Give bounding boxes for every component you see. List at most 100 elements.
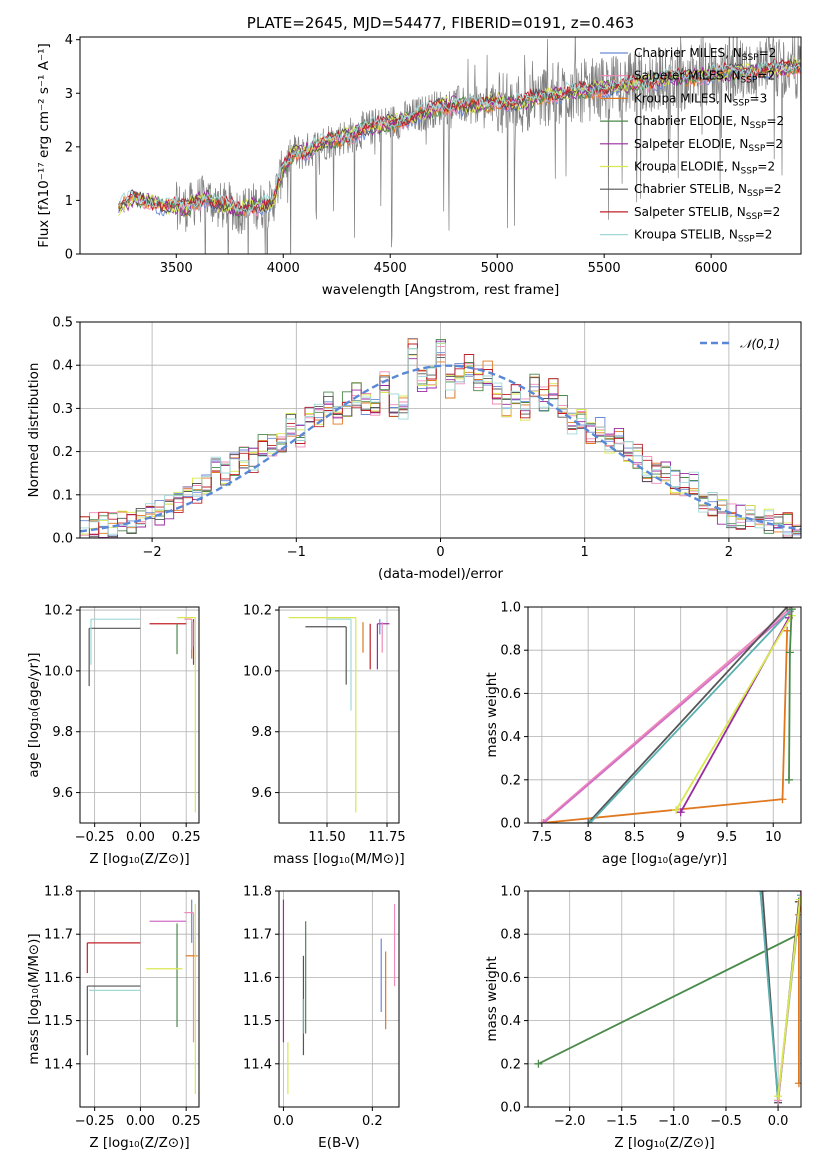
- legend-label: Chabrier MILES, NSSP=2: [634, 46, 776, 63]
- plot-area-weight_vs_age: [528, 607, 801, 823]
- plot-area-mass_vs_ebv: [279, 891, 399, 1107]
- y-tick-label: 9.6: [251, 786, 272, 801]
- y-tick-label: 11.7: [243, 928, 272, 943]
- y-tick-label: 11.5: [243, 1014, 272, 1029]
- x-tick-label: 9: [677, 830, 685, 845]
- model-spectrum: [118, 57, 801, 214]
- x-tick-label: 2: [725, 545, 733, 560]
- y-tick-label: 0: [65, 248, 73, 263]
- axes-frame: [278, 890, 400, 1108]
- plot-area-age_vs_mass: [279, 607, 399, 823]
- y-tick-label: 11.6: [44, 971, 73, 986]
- axes-residuals: −2 −1 0 1 2 0.0 0.1 0.2 0.3 0.4 0.5 (data-model)/er…: [26, 316, 802, 582]
- x-tick-label: 11.75: [368, 830, 405, 845]
- axes-frame: [527, 606, 802, 824]
- weight-line: [777, 899, 801, 1097]
- x-tick-label: 0.25: [172, 1114, 201, 1129]
- spectrum-legend: Chabrier MILES, NSSP=2 Salpeter MILES, NS…: [600, 46, 784, 245]
- y-tick-label: 0.4: [500, 730, 521, 745]
- x-tick-label: 5500: [588, 261, 621, 276]
- y-tick-label: 11.4: [243, 1057, 272, 1072]
- y-tick-label: 10.2: [243, 604, 272, 619]
- y-axis-label: age [log₁₀(age/yr)]: [26, 652, 42, 777]
- weight-marker: [797, 891, 801, 900]
- weight-marker: [534, 1059, 543, 1068]
- y-tick-label: 10.2: [44, 604, 73, 619]
- x-tick-label: −0.25: [75, 830, 115, 845]
- y-tick-label: 11.7: [44, 928, 73, 943]
- y-tick-label: 0.5: [52, 316, 73, 331]
- legend-label: Chabrier STELIB, NSSP=2: [634, 182, 782, 199]
- y-tick-label: 0.8: [500, 928, 521, 943]
- y-tick-label: 0.1: [52, 488, 73, 503]
- observed-spectrum: [118, 37, 801, 254]
- y-tick-label: 10.0: [243, 664, 272, 679]
- plot-area-mass_vs_Z: [80, 891, 199, 1107]
- weight-line: [541, 630, 788, 823]
- x-axis-label: E(B-V): [318, 1135, 360, 1151]
- x-tick-label: 11.50: [308, 830, 345, 845]
- axes-mass_vs_Z: −0.25 0.00 0.25 11.4 11.5 11.6 11.7 11.8 Z [log₁…: [26, 885, 201, 1152]
- x-axis-label: mass [log₁₀(M/M⊙)]: [273, 851, 404, 867]
- legend-label: Salpeter STELIB, NSSP=2: [634, 205, 780, 222]
- weight-line: [537, 901, 800, 1065]
- x-axis-label: wavelength [Angstrom, rest frame]: [322, 282, 560, 298]
- weight-line: [541, 607, 793, 823]
- weight-line: [587, 607, 788, 823]
- weight-marker: [794, 1079, 801, 1088]
- y-tick-label: 2: [65, 140, 73, 155]
- weight-marker: [778, 795, 787, 804]
- weight-marker: [584, 819, 593, 823]
- y-tick-label: 0.2: [52, 445, 73, 460]
- weight-marker: [774, 1092, 783, 1101]
- x-tick-label: 4000: [267, 261, 300, 276]
- x-axis-label: (data-model)/error: [378, 566, 504, 582]
- y-tick-label: 11.8: [44, 885, 73, 900]
- weight-marker: [537, 819, 546, 823]
- y-tick-label: 10.0: [44, 664, 73, 679]
- x-tick-label: 0: [436, 545, 444, 560]
- axes-frame: [79, 606, 200, 824]
- x-tick-label: 0.00: [126, 830, 155, 845]
- chart-title: PLATE=2645, MJD=54477, FIBERID=0191, z=0…: [247, 14, 634, 32]
- y-tick-label: 9.6: [52, 786, 73, 801]
- x-tick-label: 1: [581, 545, 589, 560]
- x-tick-label: 7.5: [532, 830, 553, 845]
- x-tick-label: 0.2: [362, 1114, 383, 1129]
- axes-frame: [79, 890, 200, 1108]
- y-tick-label: 0.3: [52, 402, 73, 417]
- plot-area-spectrum: [118, 37, 801, 254]
- x-tick-label: 5000: [481, 261, 514, 276]
- x-tick-label: 3500: [160, 261, 193, 276]
- x-tick-label: 8.5: [624, 830, 645, 845]
- legend-label: Kroupa MILES, NSSP=3: [634, 91, 767, 108]
- y-axis-label: Normed distribution: [26, 363, 42, 498]
- x-tick-label: 10: [765, 830, 782, 845]
- axes-age_vs_mass: 11.50 11.75 9.6 9.8 10.0 10.2 mass [log₁₀(M/M⊙…: [243, 604, 406, 867]
- weight-marker: [676, 808, 685, 817]
- x-tick-label: −0.25: [75, 1114, 115, 1129]
- y-tick-label: 3: [65, 87, 73, 102]
- weight-marker: [539, 819, 548, 823]
- x-tick-label: −2.0: [554, 1114, 586, 1129]
- y-tick-label: 0.0: [500, 817, 521, 832]
- x-axis-label: Z [log₁₀(Z/Z⊙)]: [89, 851, 189, 867]
- weight-marker: [797, 897, 801, 906]
- x-tick-label: −1: [287, 545, 306, 560]
- y-tick-label: 0.4: [52, 359, 73, 374]
- plot-area-residuals: [80, 322, 801, 538]
- x-tick-label: 8: [584, 830, 592, 845]
- y-tick-label: 1.0: [500, 885, 521, 900]
- y-tick-label: 1: [65, 194, 73, 209]
- x-tick-label: 0.25: [172, 830, 201, 845]
- weight-marker: [784, 775, 793, 784]
- x-axis-label: Z [log₁₀(Z/Z⊙)]: [89, 1135, 189, 1151]
- x-tick-label: −1.0: [658, 1114, 690, 1129]
- x-axis-label: Z [log₁₀(Z/Z⊙)]: [614, 1135, 714, 1151]
- y-tick-label: 4: [65, 33, 73, 48]
- x-tick-label: 0.00: [126, 1114, 155, 1129]
- weight-marker: [756, 891, 765, 895]
- axes-weight_vs_Z: −2.0 −1.5 −1.0 −0.5 0.0 0.0 0.2 0.4 0.6 0.8 1.0 Z […: [484, 885, 802, 1151]
- y-tick-label: 0.4: [500, 1014, 521, 1029]
- axes-frame: [278, 606, 400, 824]
